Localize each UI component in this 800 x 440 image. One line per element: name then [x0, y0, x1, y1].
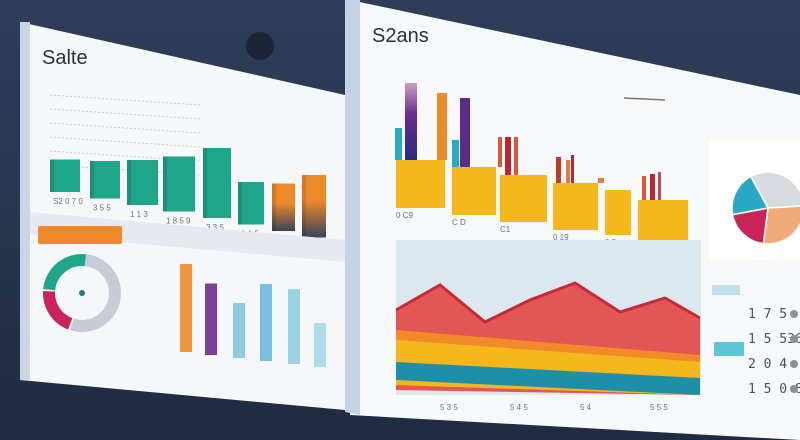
left-divider — [30, 212, 345, 262]
bar — [437, 93, 447, 160]
stat-indicator-icon — [790, 335, 798, 343]
bar-shade — [203, 148, 207, 218]
tick-label: S2 0 7 0 — [53, 197, 83, 206]
axis-label: 5 4 5 — [510, 403, 528, 412]
bar-shade — [272, 183, 276, 231]
small-bar — [205, 283, 217, 355]
small-bar — [260, 284, 272, 361]
bar — [498, 137, 502, 167]
tick-label: 1 8 5 9 — [166, 217, 191, 226]
bar — [405, 83, 417, 160]
bar — [452, 140, 459, 167]
area-series-teal — [396, 362, 700, 395]
left-dashboard-panel: Salte S2 0 7 03 5 51 1 31 8 5 93 3 53 1 … — [20, 22, 345, 410]
axis-label: 5 4 — [580, 403, 592, 412]
legend-line — [623, 97, 666, 101]
bar — [395, 128, 402, 160]
donut-segment — [43, 254, 86, 291]
tick-label: 3 3 5 — [206, 223, 224, 232]
grid-line — [49, 108, 201, 120]
bar — [650, 174, 655, 200]
right-stat-list: 1 7 5 1 5 536 2 0 4 1 5 0 8 — [712, 285, 800, 397]
right-area-chart: 5 3 5 5 4 5 5 4 5 5 5 — [395, 240, 701, 412]
stat-indicator-icon — [790, 385, 798, 393]
block-label: 0 19 — [553, 233, 569, 242]
list-header-chip — [712, 285, 740, 295]
list-highlight-chip — [714, 342, 744, 356]
bar — [566, 160, 570, 183]
pie-slice — [731, 175, 770, 216]
yellow-block — [553, 183, 598, 230]
right-panel-title: S2ans — [372, 25, 429, 47]
bar — [203, 148, 231, 218]
bar — [571, 155, 574, 183]
grid-line — [49, 136, 201, 148]
bar — [658, 172, 661, 200]
stat-value: 2 0 4 — [748, 357, 787, 372]
stat-value: 1 5 536 — [748, 332, 800, 347]
donut-center-dot — [79, 290, 85, 296]
block-label: 0 C9 — [396, 211, 413, 220]
small-bar — [314, 323, 326, 367]
yellow-block — [638, 200, 688, 243]
bar — [642, 176, 646, 200]
donut-segment — [69, 254, 121, 332]
decor-circle — [246, 32, 274, 60]
tick-label: 3 5 5 — [93, 204, 111, 213]
bar — [272, 183, 295, 231]
bar — [127, 160, 158, 205]
grid-line — [49, 122, 201, 134]
left-bar-chart: S2 0 7 03 5 51 1 31 8 5 93 3 53 1 53 11 … — [50, 148, 330, 252]
yellow-block — [452, 167, 496, 215]
left-small-bar-chart — [180, 264, 326, 367]
stat-indicator-icon — [790, 360, 798, 368]
block-label: C D — [452, 218, 466, 227]
axis-label: 5 3 5 — [440, 403, 458, 412]
left-panel-edge — [20, 22, 30, 380]
bar — [90, 161, 120, 199]
left-progress-bar — [38, 226, 122, 244]
bar-shade — [90, 161, 94, 199]
bar-shade — [163, 156, 167, 212]
right-pie-chart — [731, 171, 800, 245]
bar — [514, 137, 518, 175]
grid-line — [49, 94, 201, 106]
axis-label: 5 5 5 — [650, 403, 668, 412]
tick-label: 1 1 3 — [130, 210, 148, 219]
right-panel-edge — [345, 0, 360, 415]
left-panel-title: Salte — [42, 47, 88, 69]
yellow-block — [605, 190, 631, 235]
pie-slice — [731, 207, 769, 245]
small-bar — [288, 289, 300, 364]
bar-shade — [302, 175, 306, 238]
bar-shade — [238, 182, 242, 225]
small-bar — [233, 303, 245, 358]
bar — [163, 156, 195, 212]
bar-shade — [50, 159, 54, 192]
pie-slice — [749, 171, 800, 209]
bar-shade — [127, 160, 131, 205]
bar — [598, 178, 604, 183]
small-bar — [180, 264, 192, 352]
bar — [302, 175, 326, 238]
block-label: C1 — [500, 225, 511, 234]
bar — [556, 157, 561, 183]
yellow-block — [396, 160, 445, 208]
bar — [505, 137, 511, 175]
pie-slice — [762, 205, 800, 245]
donut-segment — [43, 291, 73, 330]
left-donut-chart — [43, 254, 121, 332]
bar — [460, 98, 470, 167]
area-series-red-line — [395, 281, 701, 324]
bar — [238, 182, 264, 225]
stat-value: 1 7 5 — [748, 307, 787, 322]
bar — [50, 159, 80, 192]
yellow-block — [500, 175, 547, 222]
stat-indicator-icon — [790, 310, 798, 318]
stat-value: 1 5 0 8 — [748, 382, 800, 397]
